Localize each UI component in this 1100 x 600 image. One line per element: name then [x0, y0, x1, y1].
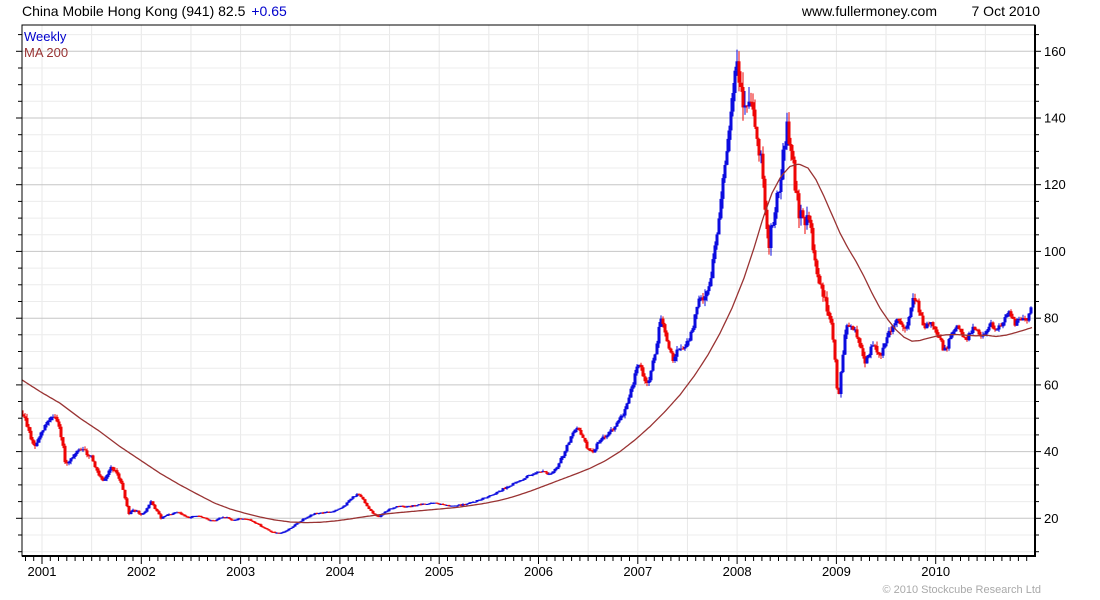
svg-text:160: 160	[1044, 44, 1066, 59]
svg-text:2004: 2004	[325, 564, 354, 579]
site-label: www.fullermoney.com	[801, 3, 937, 19]
svg-text:40: 40	[1044, 444, 1058, 459]
plot-frame	[21, 24, 1036, 557]
candles-layer	[21, 49, 1033, 534]
price-change: +0.65	[251, 3, 287, 19]
svg-text:2005: 2005	[425, 564, 454, 579]
chart-date: 7 Oct 2010	[971, 3, 1041, 19]
svg-text:2010: 2010	[921, 564, 950, 579]
svg-text:2007: 2007	[623, 564, 652, 579]
page-title-row: China Mobile Hong Kong (941) 82.5 +0.65	[22, 3, 287, 19]
svg-text:2006: 2006	[524, 564, 553, 579]
svg-text:2002: 2002	[127, 564, 156, 579]
svg-text:140: 140	[1044, 111, 1066, 126]
svg-text:80: 80	[1044, 311, 1058, 326]
svg-text:120: 120	[1044, 177, 1066, 192]
svg-text:2001: 2001	[28, 564, 57, 579]
svg-text:100: 100	[1044, 244, 1066, 259]
svg-text:2003: 2003	[226, 564, 255, 579]
legend-weekly: Weekly	[24, 29, 67, 44]
svg-text:60: 60	[1044, 377, 1058, 392]
y-axis: 20 40 60 80 100 120 140 160	[16, 34, 1066, 553]
svg-text:20: 20	[1044, 511, 1058, 526]
x-axis: 2001 2002 2003 2004 2005 2006 2007 2008 2009 2010	[25, 557, 1028, 579]
page-title: China Mobile Hong Kong (941) 82.5	[22, 3, 246, 19]
legend-ma200: MA 200	[24, 45, 69, 60]
svg-text:2008: 2008	[723, 564, 752, 579]
grid-vertical	[41, 25, 986, 556]
copyright: © 2010 Stockcube Research Ltd	[882, 584, 1041, 596]
grid-horizontal	[22, 34, 1035, 553]
ma-line	[21, 163, 1033, 524]
svg-text:2009: 2009	[822, 564, 851, 579]
